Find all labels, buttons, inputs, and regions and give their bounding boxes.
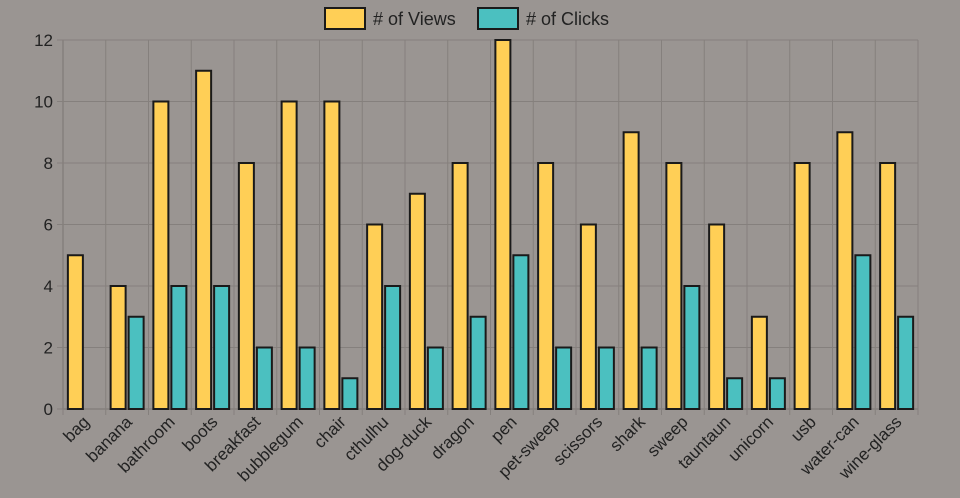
views-bar[interactable] bbox=[494, 39, 512, 410]
y-tick-label: 4 bbox=[44, 277, 53, 296]
legend-item-views[interactable]: # of Views bbox=[324, 7, 456, 30]
clicks-bar[interactable] bbox=[512, 254, 530, 410]
views-bar[interactable] bbox=[750, 315, 768, 410]
y-tick-label: 0 bbox=[44, 400, 53, 419]
clicks-bar[interactable] bbox=[640, 346, 658, 410]
clicks-bar[interactable] bbox=[170, 285, 188, 410]
x-tick-label: chair bbox=[310, 412, 350, 452]
legend[interactable]: # of Views # of Clicks bbox=[324, 7, 609, 30]
views-bar[interactable] bbox=[237, 162, 255, 410]
views-bar[interactable] bbox=[836, 131, 854, 410]
views-bar[interactable] bbox=[665, 162, 683, 410]
y-tick-label: 2 bbox=[44, 339, 53, 358]
clicks-bar[interactable] bbox=[213, 285, 231, 410]
views-bar[interactable] bbox=[793, 162, 811, 410]
y-tick-label: 10 bbox=[34, 93, 53, 112]
clicks-bar[interactable] bbox=[127, 315, 145, 410]
clicks-bar[interactable] bbox=[683, 285, 701, 410]
views-bar[interactable] bbox=[152, 100, 170, 410]
clicks-bar[interactable] bbox=[854, 254, 872, 410]
clicks-bar[interactable] bbox=[726, 377, 744, 410]
y-tick-label: 12 bbox=[34, 31, 53, 50]
legend-swatch[interactable] bbox=[324, 7, 366, 30]
x-tick-label: dragon bbox=[427, 412, 478, 463]
legend-swatch[interactable] bbox=[477, 7, 519, 30]
clicks-bar[interactable] bbox=[298, 346, 316, 410]
clicks-bar[interactable] bbox=[597, 346, 615, 410]
x-tick-label: unicorn bbox=[724, 412, 777, 465]
views-bar[interactable] bbox=[537, 162, 555, 410]
legend-item-clicks[interactable]: # of Clicks bbox=[477, 7, 609, 30]
x-tick-label: bag bbox=[60, 412, 93, 445]
views-bar[interactable] bbox=[323, 100, 341, 410]
clicks-bar[interactable] bbox=[469, 315, 487, 410]
views-bar[interactable] bbox=[451, 162, 469, 410]
y-tick-label: 6 bbox=[44, 216, 53, 235]
clicks-bar[interactable] bbox=[555, 346, 573, 410]
y-axis-tick-labels: 0 2 4 6 8 10 12 bbox=[34, 31, 53, 419]
clicks-bar[interactable] bbox=[341, 377, 359, 410]
clicks-bar[interactable] bbox=[384, 285, 402, 410]
clicks-bar[interactable] bbox=[426, 346, 444, 410]
bars bbox=[66, 39, 915, 410]
views-bar[interactable] bbox=[579, 223, 597, 410]
views-bar[interactable] bbox=[879, 162, 897, 410]
views-bar[interactable] bbox=[195, 69, 213, 410]
x-tick-label: usb bbox=[787, 412, 820, 445]
legend-label[interactable]: # of Clicks bbox=[526, 9, 609, 29]
clicks-bar[interactable] bbox=[897, 315, 915, 410]
views-bar[interactable] bbox=[109, 285, 127, 410]
views-bar[interactable] bbox=[280, 100, 298, 410]
views-bar[interactable] bbox=[66, 254, 84, 410]
y-tick-label: 8 bbox=[44, 154, 53, 173]
x-tick-label: pen bbox=[487, 412, 520, 445]
views-bar[interactable] bbox=[408, 192, 426, 410]
views-bar[interactable] bbox=[708, 223, 726, 410]
x-tick-label: shark bbox=[606, 412, 649, 455]
legend-label[interactable]: # of Views bbox=[373, 9, 456, 29]
clicks-bar[interactable] bbox=[255, 346, 273, 410]
clicks-bar[interactable] bbox=[768, 377, 786, 410]
views-bar[interactable] bbox=[622, 131, 640, 410]
views-bar[interactable] bbox=[366, 223, 384, 410]
